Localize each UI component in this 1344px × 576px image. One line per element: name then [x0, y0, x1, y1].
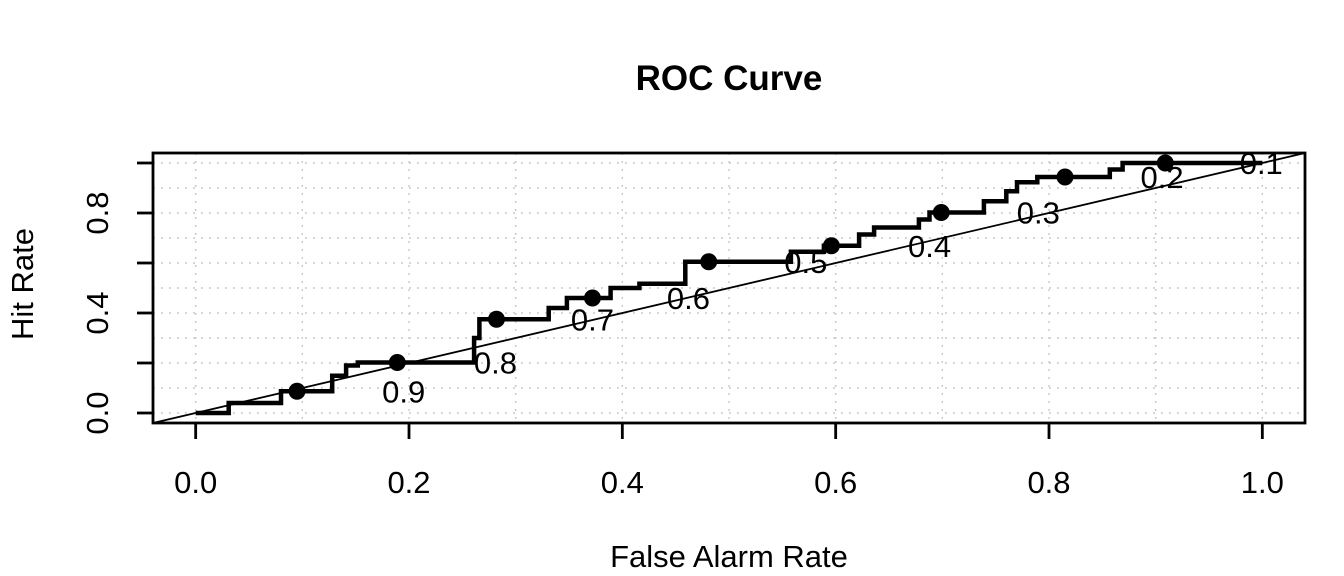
axis-ticks: [137, 161, 1264, 439]
cutoff-label: 0.3: [1017, 196, 1060, 231]
cutoff-label: 0.7: [571, 302, 614, 337]
cutoff-dots: [288, 154, 1174, 400]
y-axis-label: Hit Rate: [5, 228, 40, 340]
cutoff-label: 0.6: [667, 281, 710, 316]
gridlines: [153, 153, 1305, 423]
cutoff-labels: 0.9 0.8 0.7 0.6 0.5 0.4 0.3 0.2 0.1: [382, 146, 1283, 409]
cutoff-label: 0.9: [382, 374, 425, 409]
cutoff-label: 0.2: [1141, 160, 1184, 195]
x-tick-label: 0.4: [601, 465, 644, 500]
cutoff-dot: [932, 204, 950, 221]
x-tick-label: 1.0: [1241, 465, 1284, 500]
plot-border: [151, 151, 1307, 425]
cutoff-dot: [1156, 154, 1174, 172]
cutoff-label: 0.4: [908, 229, 951, 264]
roc-curve-path: [195, 160, 1263, 416]
x-tick-label: 0.8: [1027, 465, 1070, 500]
cutoff-dot: [1056, 168, 1074, 186]
x-tick-label: 0.2: [387, 465, 430, 500]
y-tick-label: 0.4: [80, 291, 115, 334]
cutoff-dot: [388, 354, 406, 371]
y-tick-label: 0.0: [80, 391, 115, 434]
cutoff-dot: [700, 253, 718, 271]
cutoff-dot: [288, 382, 306, 400]
cutoff-label: 0.1: [1240, 146, 1283, 181]
chart-title: ROC Curve: [636, 59, 823, 98]
roc-curve: [195, 160, 1263, 416]
cutoff-dot: [487, 310, 505, 328]
cutoff-label: 0.8: [474, 346, 517, 381]
x-tick-label: 0.0: [174, 465, 217, 500]
plot-frame: [151, 151, 1307, 425]
y-tick-label: 0.8: [80, 191, 115, 234]
cutoff-dot: [583, 289, 601, 307]
axis-tick-labels: 0.0 0.2 0.4 0.6 0.8 1.0 0.0 0.4 0.8: [80, 191, 1284, 500]
x-tick-label: 0.6: [814, 465, 857, 500]
cutoff-label: 0.5: [784, 245, 827, 280]
x-axis-label: False Alarm Rate: [610, 539, 848, 574]
cutoff-dot: [822, 237, 840, 255]
